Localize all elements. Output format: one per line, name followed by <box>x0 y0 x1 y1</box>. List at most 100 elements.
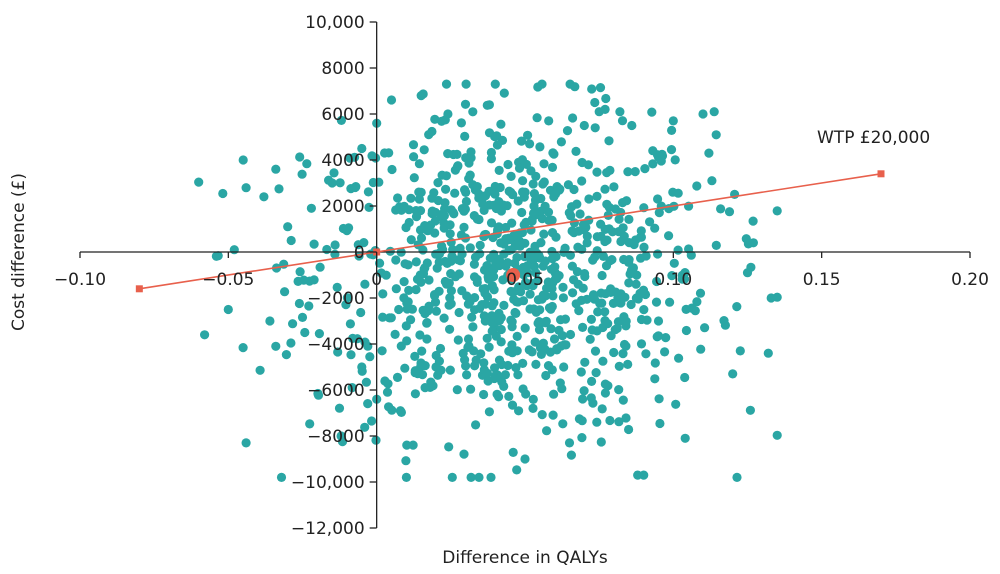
data-point <box>430 216 440 226</box>
data-point <box>522 281 532 291</box>
data-point <box>430 228 440 238</box>
data-point <box>537 410 547 420</box>
data-point <box>414 194 424 204</box>
data-point <box>566 450 577 460</box>
data-point <box>286 235 296 246</box>
data-point <box>453 335 463 345</box>
data-point <box>444 278 454 288</box>
data-point <box>466 147 476 157</box>
data-point <box>653 249 663 259</box>
data-point <box>345 153 355 163</box>
data-point <box>668 116 678 126</box>
data-point <box>427 193 437 203</box>
data-point <box>577 157 587 168</box>
data-point <box>591 368 601 378</box>
data-point <box>461 361 471 371</box>
data-point <box>664 231 674 241</box>
data-point <box>623 359 633 369</box>
ticks: −0.10 −0.05 0 0.05 0.10 0.15 0.20 10,000 8000 600… <box>54 13 989 539</box>
data-point <box>384 402 394 412</box>
data-point <box>673 245 683 255</box>
data-point <box>528 179 538 189</box>
data-point <box>511 363 521 373</box>
data-point <box>578 322 588 332</box>
data-point <box>544 116 554 126</box>
data-point <box>680 433 690 443</box>
data-point <box>667 125 677 135</box>
data-point <box>345 319 355 329</box>
data-point <box>386 95 397 105</box>
data-point <box>669 258 679 268</box>
data-point <box>548 410 558 420</box>
data-point <box>286 338 296 348</box>
data-point <box>535 142 545 152</box>
data-point <box>626 299 636 310</box>
data-point <box>445 324 455 334</box>
data-point <box>519 270 529 280</box>
data-point <box>650 374 660 384</box>
data-point <box>639 305 649 315</box>
data-point <box>586 314 597 324</box>
data-point <box>588 398 598 408</box>
data-point <box>416 233 427 243</box>
data-point <box>609 182 619 192</box>
data-point <box>378 312 388 322</box>
data-point <box>512 331 522 341</box>
data-point <box>443 149 453 159</box>
data-point <box>394 304 404 315</box>
data-point <box>330 240 340 250</box>
data-point <box>656 156 666 166</box>
data-point <box>560 243 570 253</box>
data-point <box>418 89 428 99</box>
data-point <box>512 465 522 475</box>
data-point <box>704 148 714 158</box>
data-point <box>645 217 655 227</box>
data-point <box>589 294 600 304</box>
data-point <box>518 296 529 306</box>
data-point <box>474 472 484 482</box>
data-point <box>590 123 600 133</box>
data-point <box>680 372 690 383</box>
y-tick-label: −6000 <box>307 381 365 401</box>
data-point <box>396 407 406 417</box>
data-point <box>480 191 491 201</box>
data-point <box>494 165 504 175</box>
data-point <box>567 261 578 271</box>
data-point <box>346 184 356 194</box>
data-point <box>671 399 681 409</box>
data-point <box>469 259 479 269</box>
data-point <box>410 389 420 399</box>
data-point <box>711 240 721 250</box>
data-point <box>454 307 464 318</box>
data-point <box>748 216 758 226</box>
data-point <box>491 203 501 214</box>
x-tick-label: −0.05 <box>202 270 254 290</box>
data-point <box>526 166 536 176</box>
data-point <box>448 207 458 217</box>
data-point <box>681 304 691 314</box>
data-point <box>442 258 452 268</box>
data-point <box>360 337 370 347</box>
data-point <box>524 345 534 355</box>
data-point <box>445 365 455 375</box>
data-point <box>602 168 612 178</box>
data-point <box>499 300 509 310</box>
data-point <box>432 263 442 273</box>
data-point <box>463 334 474 344</box>
data-point <box>558 293 569 303</box>
data-point <box>484 128 495 138</box>
data-point <box>609 347 619 358</box>
data-point <box>479 265 490 275</box>
data-point <box>577 416 587 426</box>
data-point <box>602 235 612 245</box>
data-point <box>614 361 624 371</box>
data-point <box>346 350 356 360</box>
data-point <box>642 315 652 325</box>
data-point <box>489 298 499 308</box>
data-point <box>450 165 460 175</box>
data-point <box>724 207 735 217</box>
data-point <box>666 145 677 155</box>
data-point <box>504 186 514 196</box>
y-tick-label: −8000 <box>307 427 365 447</box>
data-point <box>283 222 293 232</box>
